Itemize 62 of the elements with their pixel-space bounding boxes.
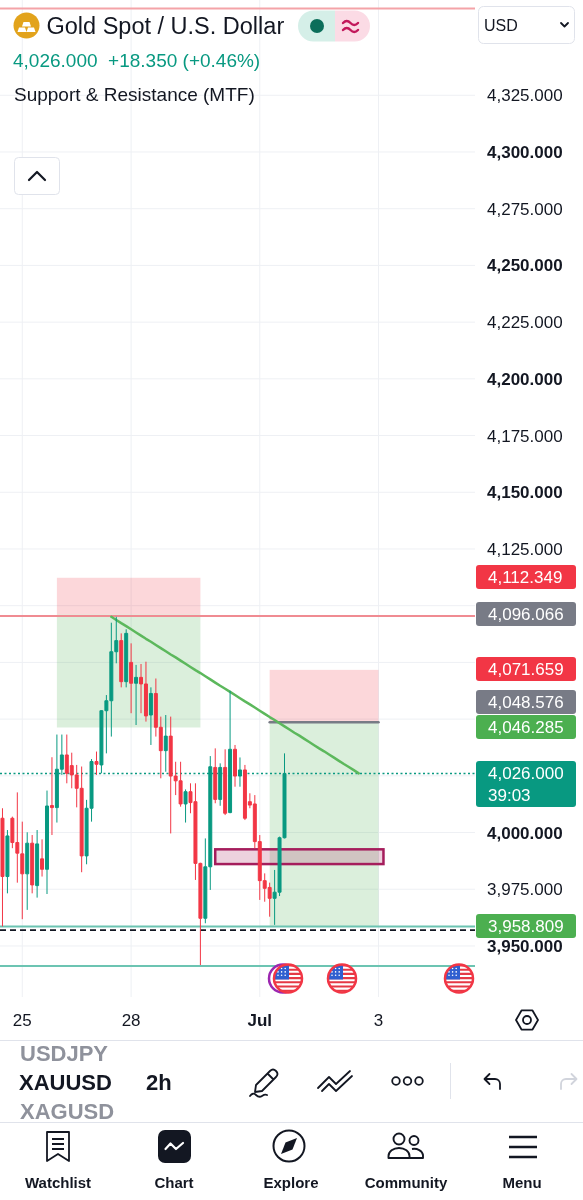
candlestick — [40, 838, 45, 878]
y-tick-label: 4,200.000 — [487, 369, 563, 389]
x-tick-label: 3 — [373, 1011, 384, 1030]
y-tick-label: 4,250.000 — [487, 256, 563, 276]
candlestick — [213, 747, 218, 804]
candlestick — [94, 751, 99, 776]
text: Community — [364, 1174, 448, 1191]
candlestick — [148, 686, 153, 746]
candlestick — [163, 714, 168, 773]
text: Menu — [502, 1174, 542, 1191]
text: Explore — [263, 1174, 319, 1191]
y-tick-label: 4,125.000 — [487, 539, 563, 559]
candlestick — [228, 690, 233, 814]
text: 4,096.066 — [488, 605, 564, 624]
text: 4,048.576 — [488, 693, 564, 712]
y-tick-label: 4,225.000 — [487, 313, 563, 333]
candlestick — [143, 661, 148, 723]
candlestick — [223, 748, 228, 816]
text: Chart — [154, 1174, 194, 1191]
text: 4,026.000 — [488, 764, 564, 783]
candlestick — [30, 834, 35, 894]
candlestick — [178, 761, 183, 808]
text: 4,046.285 — [488, 718, 564, 737]
text: Watchlist — [24, 1174, 92, 1191]
candlestick — [5, 829, 10, 894]
text: 2h — [146, 1070, 172, 1095]
candlestick — [119, 632, 124, 688]
candlestick — [237, 756, 242, 788]
text: XAGUSD — [20, 1099, 115, 1124]
y-tick-label: 4,150.000 — [487, 483, 563, 503]
x-tick-label: 25 — [12, 1011, 32, 1030]
x-tick-label: Jul — [247, 1011, 273, 1030]
text: 4,112.349 — [488, 568, 563, 587]
annotation: Support & Resistance (MTF) — [14, 83, 255, 105]
text: 3,958.809 — [488, 917, 564, 936]
candlestick — [129, 642, 134, 714]
y-tick-label: 4,000.000 — [487, 823, 563, 843]
y-tick-label: 4,175.000 — [487, 426, 563, 446]
candlestick — [49, 756, 54, 836]
y-tick-label: 4,300.000 — [487, 142, 563, 162]
candlestick — [25, 831, 30, 911]
candlestick — [124, 628, 129, 688]
text: 39:03 — [488, 786, 531, 805]
y-tick-label: 4,275.000 — [487, 199, 563, 219]
text: 4,071.659 — [488, 660, 564, 679]
candlestick — [35, 829, 40, 899]
text: 4,026.000 +18.350 (+0.46%) — [13, 49, 261, 71]
candlestick — [79, 766, 84, 873]
text: Gold Spot / U.S. Dollar — [46, 13, 285, 39]
line-series — [110, 615, 360, 775]
candlestick — [45, 790, 49, 895]
y-tick-label: 3,950.000 — [487, 936, 563, 956]
text: USD — [484, 17, 518, 34]
candlestick — [134, 664, 139, 726]
candlestick — [183, 788, 188, 824]
y-tick-label: 4,325.000 — [487, 86, 563, 106]
candlestick — [233, 744, 238, 788]
x-tick-label: 28 — [121, 1011, 141, 1030]
y-tick-label: 3,975.000 — [487, 880, 563, 900]
candlestick — [0, 807, 5, 927]
text: XAUUSD — [19, 1070, 112, 1095]
text: USDJPY — [20, 1041, 109, 1066]
